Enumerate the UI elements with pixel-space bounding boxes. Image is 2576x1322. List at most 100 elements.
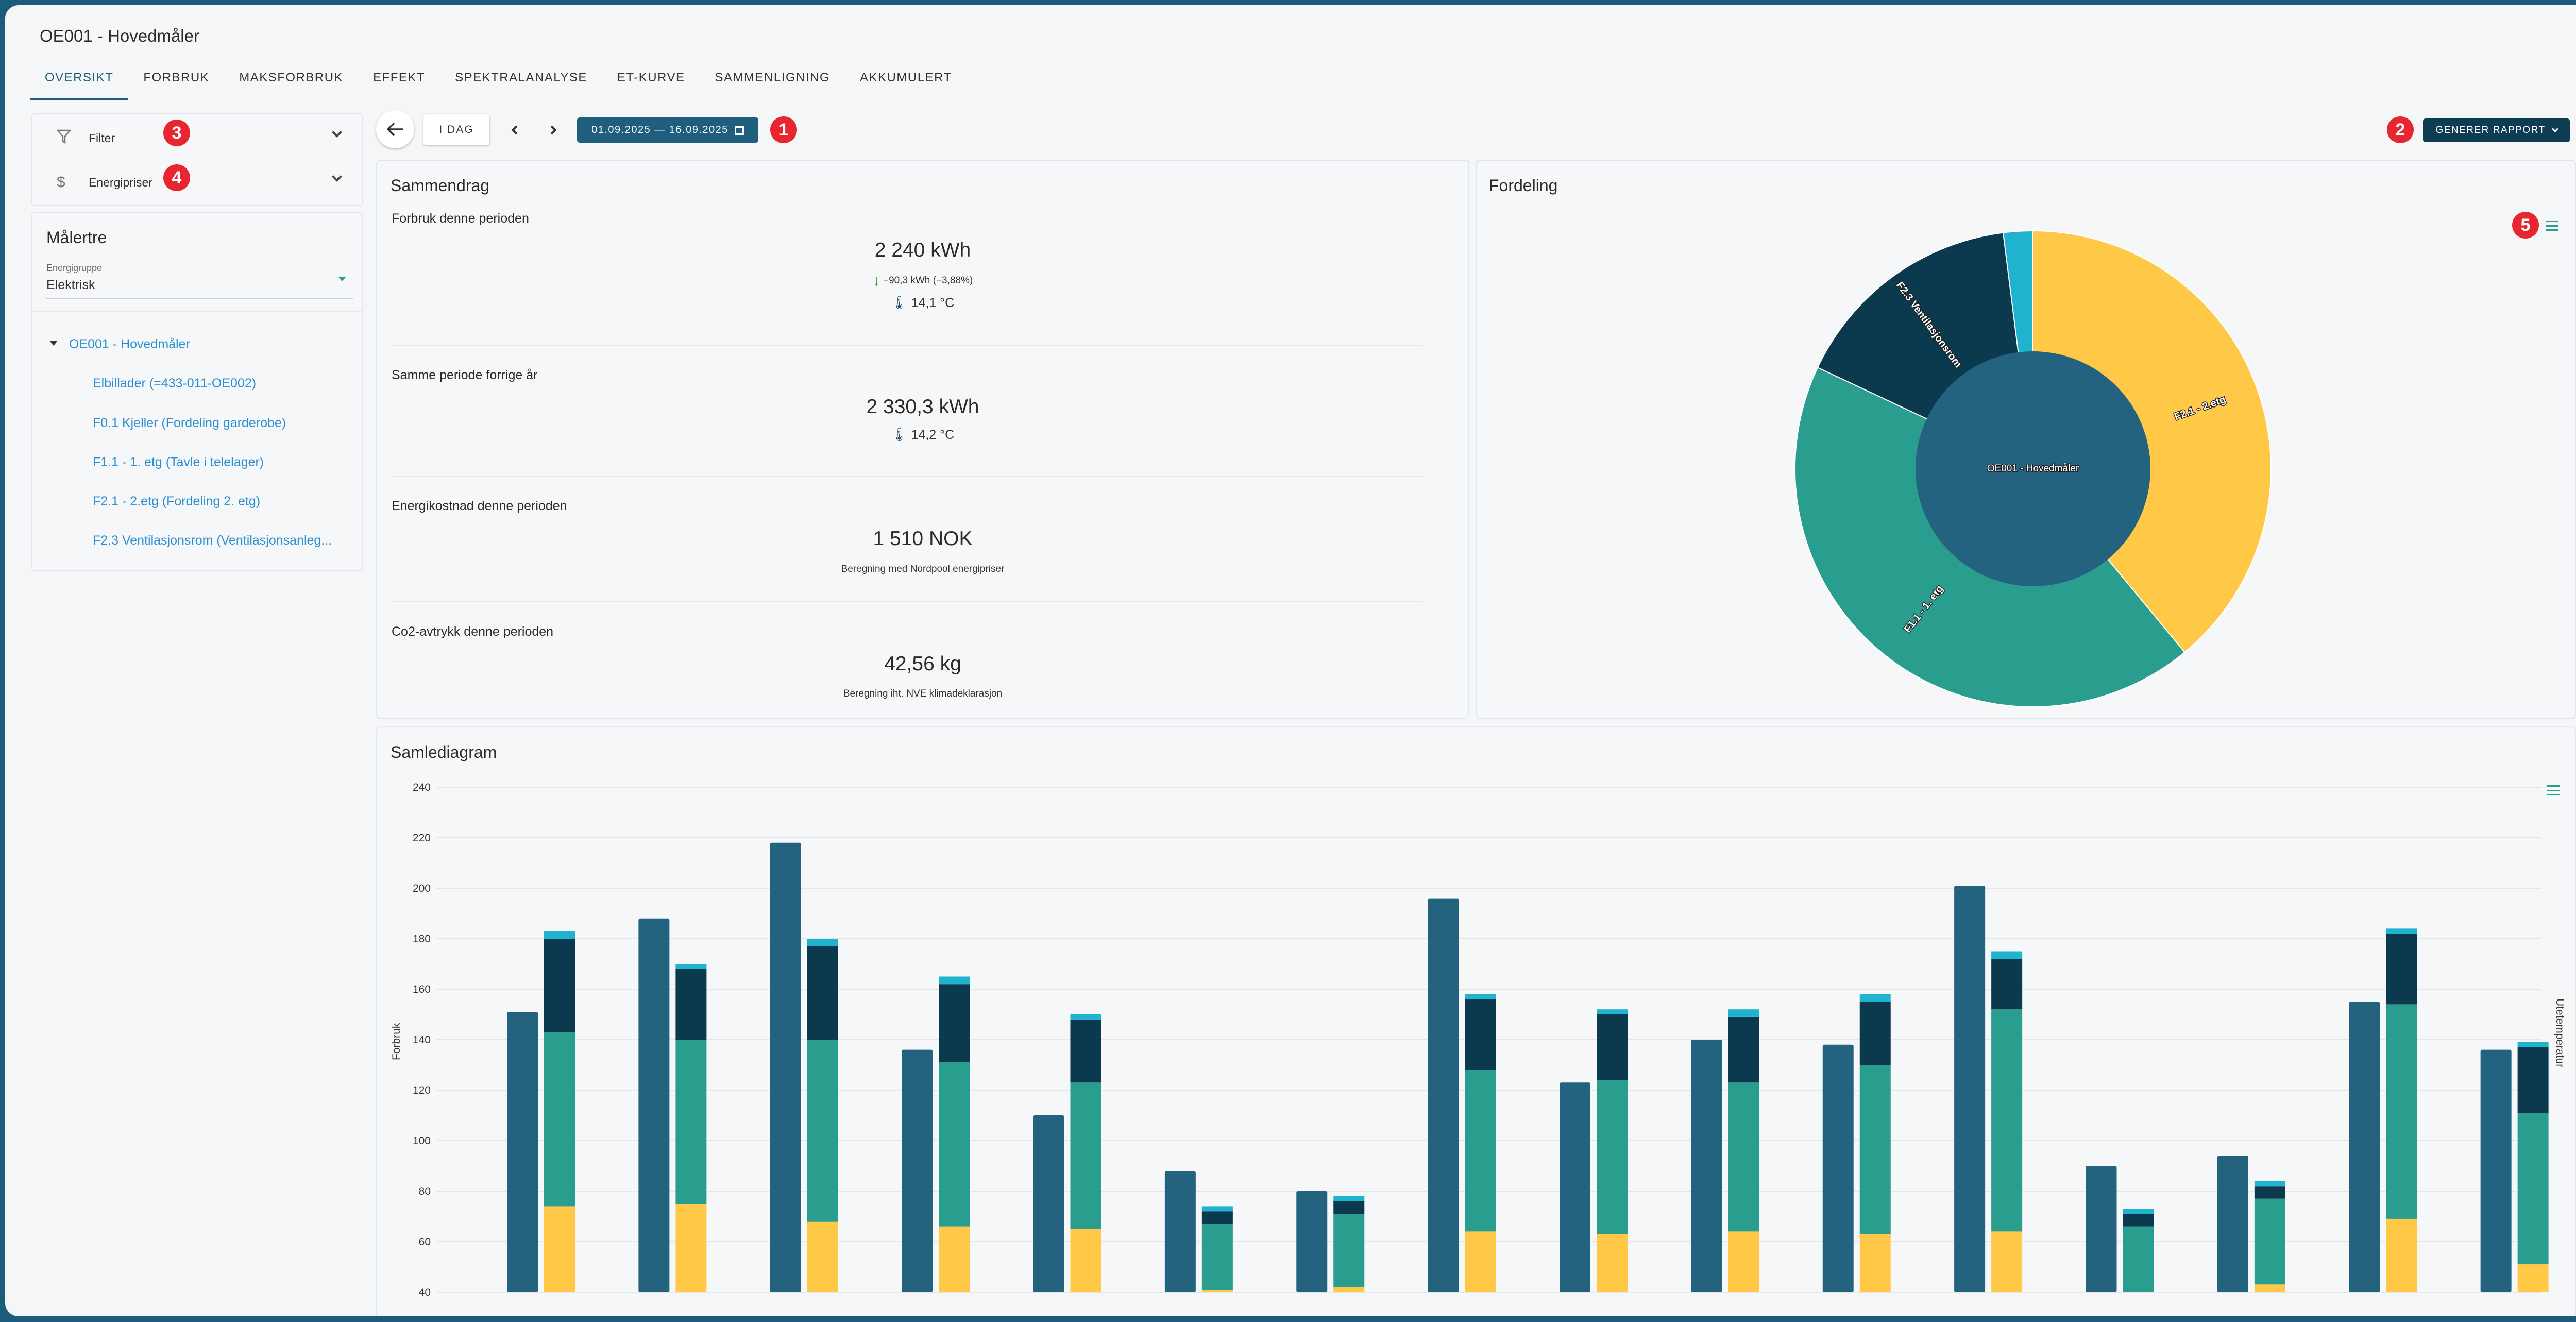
tab-effekt[interactable]: Effekt	[373, 71, 426, 84]
tree-item-f23[interactable]: F2.3 Ventilasjonsrom (Ventilasjonsanleg.…	[93, 533, 332, 548]
back-button[interactable]	[376, 110, 414, 148]
bar-segment-yellow[interactable]	[939, 1226, 970, 1292]
bar-total[interactable]	[638, 918, 670, 1292]
tab-akkumulert[interactable]: Akkumulert	[860, 71, 952, 84]
bar-segment-yellow[interactable]	[1465, 1231, 1496, 1292]
bar-segment-teal[interactable]	[939, 1062, 970, 1227]
bar-segment-navy[interactable]	[2123, 1214, 2154, 1227]
energy-group-select[interactable]: Energigruppe Elektrisk	[46, 263, 353, 299]
tab-forbruk[interactable]: Forbruk	[143, 71, 210, 84]
bar-segment-navy[interactable]	[2254, 1186, 2285, 1199]
bar-segment-teal[interactable]	[1597, 1080, 1628, 1234]
bar-total[interactable]	[1164, 1171, 1196, 1292]
bar-segment-cyan[interactable]	[2123, 1209, 2154, 1214]
bar-segment-cyan[interactable]	[2254, 1181, 2285, 1187]
bar-segment-navy[interactable]	[1991, 959, 2023, 1010]
tree-item-f01[interactable]: F0.1 Kjeller (Fordeling garderobe)	[93, 416, 286, 430]
bar-total[interactable]	[1033, 1115, 1064, 1292]
bar-segment-navy[interactable]	[1201, 1211, 1233, 1224]
bar-segment-cyan[interactable]	[1597, 1009, 1628, 1014]
menu-icon[interactable]	[2546, 221, 2558, 231]
bar-segment-yellow[interactable]	[1333, 1287, 1365, 1292]
bar-segment-cyan[interactable]	[1859, 994, 1891, 1002]
bar-segment-yellow[interactable]	[807, 1221, 838, 1292]
next-period-button[interactable]	[544, 121, 563, 139]
bar-total[interactable]	[1296, 1191, 1328, 1292]
bar-segment-teal[interactable]	[1465, 1070, 1496, 1232]
bar-segment-yellow[interactable]	[2517, 1264, 2549, 1292]
bar-total[interactable]	[1691, 1040, 1722, 1292]
bar-segment-navy[interactable]	[1728, 1016, 1759, 1083]
bar-segment-teal[interactable]	[1991, 1009, 2023, 1232]
bar-segment-navy[interactable]	[1070, 1019, 1101, 1083]
donut-slice[interactable]	[2032, 230, 2272, 653]
bar-segment-cyan[interactable]	[2386, 928, 2417, 934]
bar-total[interactable]	[2086, 1166, 2117, 1292]
bar-segment-cyan[interactable]	[1070, 1014, 1101, 1020]
bar-segment-yellow[interactable]	[675, 1204, 707, 1293]
tree-item-f21[interactable]: F2.1 - 2.etg (Fordeling 2. etg)	[93, 494, 261, 509]
bar-total[interactable]	[902, 1049, 933, 1292]
bar-segment-cyan[interactable]	[2517, 1042, 2549, 1047]
bar-segment-yellow[interactable]	[1201, 1290, 1233, 1292]
bar-total[interactable]	[1954, 886, 1986, 1292]
tab-sammenligning[interactable]: Sammenligning	[715, 71, 831, 84]
bar-total[interactable]	[1822, 1044, 1854, 1292]
bar-total[interactable]	[507, 1012, 538, 1292]
bar-segment-teal[interactable]	[2517, 1113, 2549, 1265]
tree-item-root[interactable]: OE001 - Hovedmåler	[69, 337, 190, 351]
generate-report-button[interactable]: GENERER RAPPORT	[2423, 118, 2570, 142]
bar-segment-cyan[interactable]	[1201, 1206, 1233, 1212]
bar-segment-cyan[interactable]	[1991, 951, 2023, 959]
bar-total[interactable]	[1560, 1082, 1590, 1292]
energy-prices-expander[interactable]: $ Energipriser	[32, 162, 362, 203]
tab-spektralanalyse[interactable]: Spektralanalyse	[455, 71, 587, 84]
tree-item-f11[interactable]: F1.1 - 1. etg (Tavle i telelager)	[93, 455, 264, 469]
bar-segment-navy[interactable]	[2517, 1047, 2549, 1113]
tree-item-elbillader[interactable]: Elbillader (=433-011-OE002)	[93, 376, 257, 391]
tab-oversikt[interactable]: Oversikt	[30, 71, 129, 100]
bar-total[interactable]	[1428, 898, 1459, 1292]
bar-segment-cyan[interactable]	[544, 931, 575, 939]
bar-segment-navy[interactable]	[675, 969, 707, 1040]
bar-segment-cyan[interactable]	[807, 939, 838, 946]
bar-segment-cyan[interactable]	[1465, 994, 1496, 999]
bar-total[interactable]	[2217, 1156, 2248, 1292]
bar-segment-teal[interactable]	[1859, 1065, 1891, 1234]
bar-segment-navy[interactable]	[1597, 1014, 1628, 1080]
bar-segment-navy[interactable]	[1465, 999, 1496, 1070]
bar-segment-yellow[interactable]	[1728, 1231, 1759, 1292]
bar-segment-navy[interactable]	[2386, 934, 2417, 1005]
bar-segment-yellow[interactable]	[1859, 1234, 1891, 1292]
bar-total[interactable]	[2349, 1002, 2380, 1293]
bar-segment-navy[interactable]	[807, 946, 838, 1040]
today-button[interactable]: I DAG	[423, 114, 489, 145]
bar-segment-navy[interactable]	[544, 939, 575, 1032]
bar-segment-yellow[interactable]	[1991, 1231, 2023, 1292]
bar-segment-teal[interactable]	[807, 1040, 838, 1222]
bar-segment-teal[interactable]	[1201, 1224, 1233, 1290]
bar-segment-teal[interactable]	[2386, 1004, 2417, 1219]
tab-et-kurve[interactable]: ET-kurve	[617, 71, 685, 84]
date-range-button[interactable]: 01.09.2025 — 16.09.2025	[577, 117, 758, 143]
bar-segment-cyan[interactable]	[939, 976, 970, 985]
bar-segment-teal[interactable]	[675, 1040, 707, 1204]
bar-segment-teal[interactable]	[1728, 1082, 1759, 1232]
bar-total[interactable]	[2480, 1049, 2512, 1292]
bar-segment-yellow[interactable]	[1070, 1229, 1101, 1293]
filter-expander[interactable]: Filter	[32, 117, 362, 159]
bar-segment-yellow[interactable]	[544, 1206, 575, 1292]
previous-period-button[interactable]	[505, 121, 523, 139]
bar-segment-navy[interactable]	[939, 984, 970, 1063]
bar-segment-cyan[interactable]	[1333, 1196, 1365, 1201]
bar-segment-teal[interactable]	[2254, 1198, 2285, 1285]
menu-icon[interactable]	[2547, 785, 2560, 795]
bar-segment-yellow[interactable]	[2254, 1284, 2285, 1292]
bar-segment-teal[interactable]	[1070, 1082, 1101, 1229]
bar-segment-cyan[interactable]	[1728, 1009, 1759, 1017]
bar-segment-yellow[interactable]	[1597, 1234, 1628, 1292]
bar-segment-teal[interactable]	[1333, 1214, 1365, 1287]
bar-segment-cyan[interactable]	[675, 964, 707, 969]
bar-total[interactable]	[770, 842, 801, 1292]
bar-segment-navy[interactable]	[1859, 1002, 1891, 1065]
